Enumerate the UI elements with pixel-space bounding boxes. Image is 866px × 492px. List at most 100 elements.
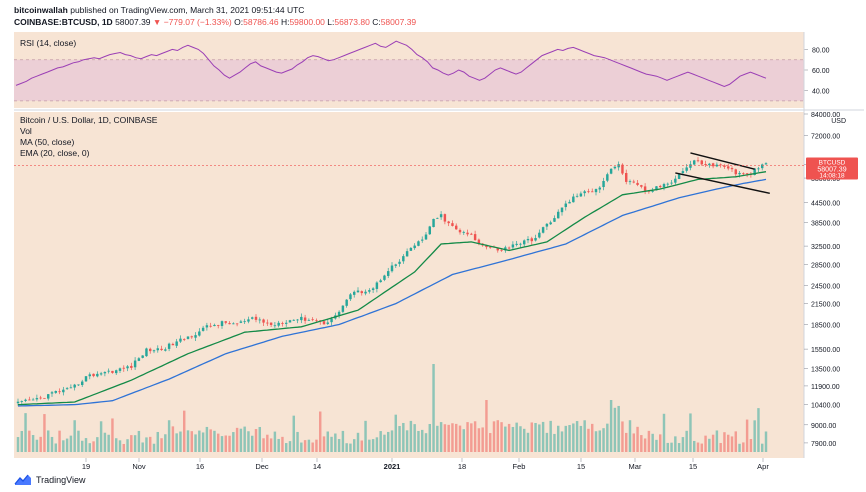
candle-body — [164, 349, 167, 351]
candle-body — [133, 360, 137, 368]
candle-body — [734, 169, 737, 175]
volume-bar — [594, 431, 598, 452]
volume-bar — [171, 426, 175, 452]
volume-bar — [473, 421, 477, 452]
volume-bar — [262, 438, 265, 452]
volume-bar — [670, 442, 673, 452]
volume-bar — [711, 434, 715, 452]
price-tick-label: 24500.00 — [811, 283, 840, 290]
volume-bar — [455, 423, 458, 452]
candle-body — [451, 223, 454, 226]
volume-bar — [738, 443, 741, 452]
volume-bar — [398, 426, 401, 452]
candle-body — [519, 243, 522, 245]
volume-bar — [723, 432, 726, 452]
candle-body — [757, 168, 760, 170]
flag-lower-line — [675, 172, 770, 195]
legend-ema: EMA (20, close, 0) — [20, 148, 90, 158]
volume-bar — [764, 431, 768, 452]
candle-body — [659, 185, 662, 188]
candle-body — [24, 399, 27, 401]
candle-body — [130, 365, 133, 368]
volume-bar — [462, 429, 465, 452]
volume-bar — [693, 440, 696, 452]
candle-body — [466, 232, 469, 235]
volume-bar — [387, 431, 390, 452]
candle-body — [564, 203, 567, 208]
rsi-tick-label: 40.00 — [812, 89, 830, 96]
volume-bar — [345, 443, 348, 452]
volume-bar — [523, 428, 526, 452]
volume-bar — [621, 421, 624, 452]
last-price: 58007.39 — [115, 17, 151, 27]
volume-bar — [651, 433, 654, 452]
candle-body — [579, 193, 583, 197]
low-label: L: — [327, 17, 335, 27]
volume-bar — [424, 433, 428, 452]
rsi-tick-label: 80.00 — [812, 47, 830, 54]
candle-body — [643, 186, 647, 191]
volume-bar — [628, 420, 632, 452]
time-tick-label: Dec — [255, 462, 269, 471]
candle-body — [160, 348, 163, 351]
price-tick-label: 44500.00 — [811, 200, 840, 207]
candle-body — [16, 401, 20, 404]
candle-body — [515, 243, 518, 245]
candle-body — [470, 233, 473, 235]
volume-bar — [130, 435, 133, 452]
author-name[interactable]: bitcoinwallah — [14, 5, 68, 15]
candle-body — [224, 321, 227, 323]
candle-body — [511, 244, 515, 248]
volume-bar — [708, 438, 711, 452]
volume-bar — [307, 439, 311, 452]
volume-bar — [553, 433, 556, 452]
volume-bar — [674, 436, 677, 452]
candle-body — [156, 348, 159, 351]
volume-bar — [251, 435, 254, 452]
volume-bar — [700, 443, 703, 452]
footer-brand[interactable]: TradingView — [36, 475, 86, 485]
volume-bar — [496, 420, 499, 452]
candle-body — [296, 319, 299, 321]
tradingview-logo-icon[interactable] — [14, 474, 32, 486]
candle-body — [364, 291, 367, 294]
candle-body — [277, 322, 280, 326]
volume-bar — [20, 430, 23, 452]
volume-bar — [217, 433, 220, 452]
volume-bar — [209, 429, 212, 452]
rsi-tick-label: 60.00 — [812, 68, 830, 75]
price-tick-label: 7900.00 — [811, 441, 836, 448]
volume-bar — [368, 439, 371, 452]
volume-bar — [606, 423, 609, 452]
volume-bar — [288, 441, 292, 452]
time-tick-label: Apr — [757, 462, 769, 471]
volume-bar — [409, 420, 413, 452]
volume-bar — [326, 431, 329, 452]
volume-bar — [598, 430, 601, 452]
candle-body — [266, 322, 269, 324]
candle-body — [398, 261, 401, 264]
volume-bar — [24, 413, 27, 452]
candle-body — [118, 368, 122, 371]
candle-body — [662, 184, 666, 188]
volume-bar — [364, 420, 367, 452]
volume-bar — [492, 421, 496, 452]
volume-bar — [273, 431, 277, 452]
volume-bar — [281, 436, 284, 452]
candle-body — [220, 321, 224, 327]
last-price-tag[interactable]: BTCUSD 58007.39 14:08:18 — [806, 157, 858, 180]
volume-bar — [685, 430, 688, 452]
candle-body — [640, 185, 643, 187]
volume-bar — [761, 443, 764, 452]
volume-bar — [99, 421, 103, 452]
volume-bar — [681, 437, 685, 452]
volume-bar — [47, 430, 50, 452]
volume-bar — [560, 431, 564, 452]
volume-bar — [749, 439, 753, 452]
legend-ma: MA (50, close) — [20, 137, 74, 147]
last-price-tag-bg — [806, 157, 858, 180]
footer: TradingView — [14, 474, 86, 486]
candle-body — [198, 331, 201, 336]
candle-body — [311, 319, 314, 321]
